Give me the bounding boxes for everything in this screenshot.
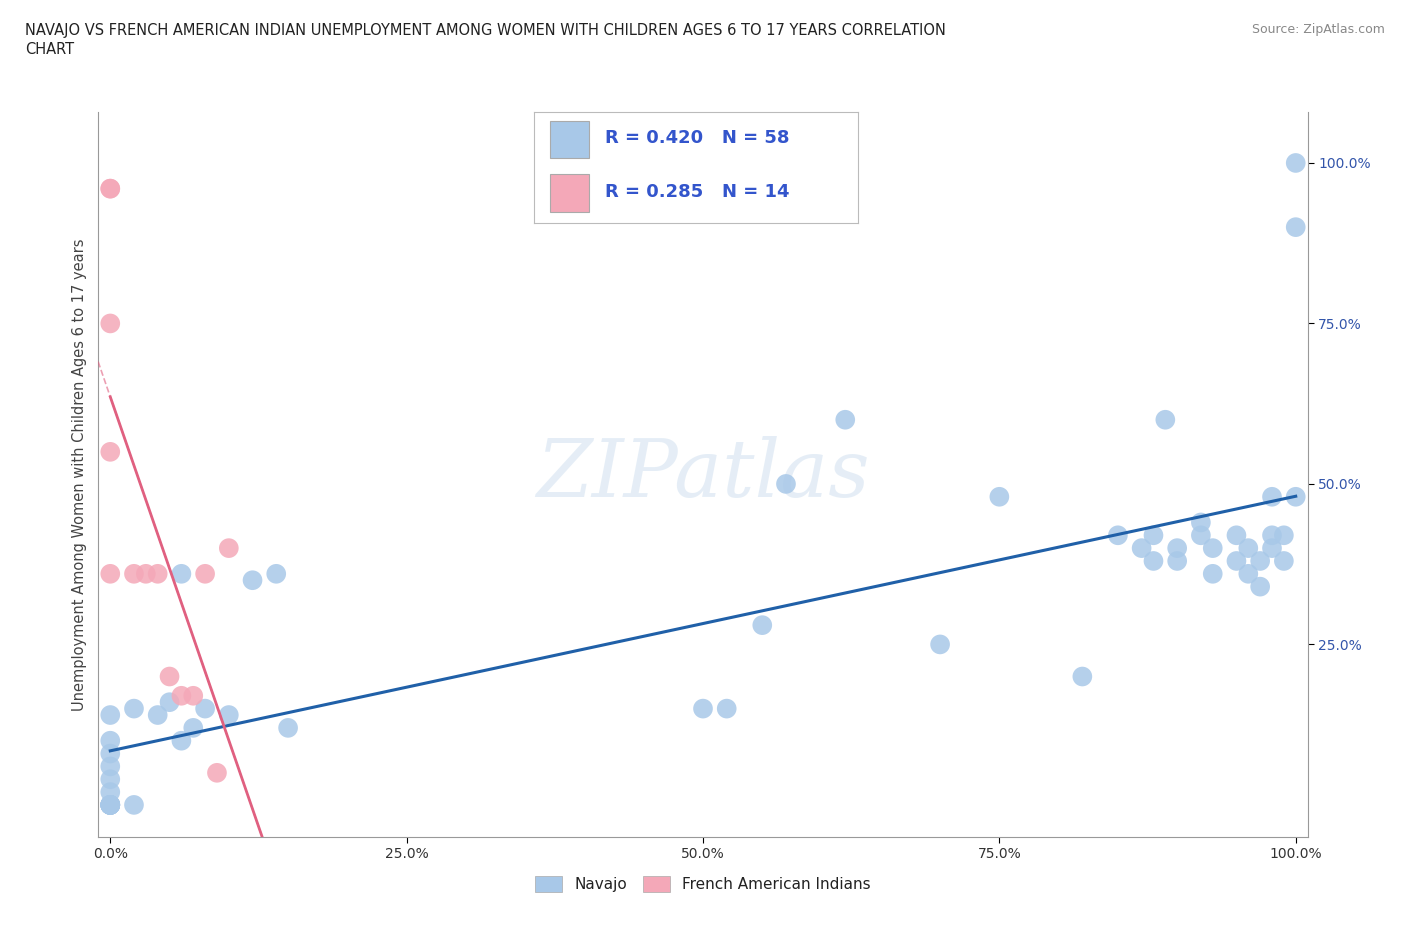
Point (1249, 579, 1271, 594)
Point (264, 566, 287, 581)
Y-axis label: Unemployment Among Women with Children Ages 6 to 17 years: Unemployment Among Women with Children A… (72, 238, 87, 711)
Text: R = 0.420   N = 58: R = 0.420 N = 58 (606, 129, 790, 147)
Point (194, 701, 217, 716)
Point (1261, 528, 1284, 543)
Bar (550, 174, 589, 212)
Point (1166, 540, 1188, 555)
Point (1130, 540, 1153, 555)
Point (1071, 669, 1094, 684)
Point (98, 566, 121, 581)
Point (1142, 528, 1164, 543)
Point (98, 797, 121, 812)
Text: Source: ZipAtlas.com: Source: ZipAtlas.com (1251, 23, 1385, 36)
Point (170, 733, 193, 748)
Point (98, 797, 121, 812)
Point (218, 708, 240, 723)
Point (277, 721, 299, 736)
Point (98, 797, 121, 812)
Point (218, 540, 240, 555)
Point (1249, 553, 1271, 568)
Point (1285, 489, 1308, 504)
Point (1272, 528, 1295, 543)
Point (1202, 540, 1225, 555)
Point (98, 181, 121, 196)
Point (98, 759, 121, 774)
Point (1225, 553, 1247, 568)
Text: NAVAJO VS FRENCH AMERICAN INDIAN UNEMPLOYMENT AMONG WOMEN WITH CHILDREN AGES 6 T: NAVAJO VS FRENCH AMERICAN INDIAN UNEMPLO… (25, 23, 946, 38)
Point (146, 708, 169, 723)
Point (834, 412, 856, 427)
Point (751, 618, 773, 632)
Point (98, 797, 121, 812)
Point (159, 695, 181, 710)
Point (988, 489, 1011, 504)
Point (98, 445, 121, 459)
Point (146, 566, 169, 581)
Point (1202, 566, 1225, 581)
Point (1166, 553, 1188, 568)
Point (716, 701, 738, 716)
Point (1285, 219, 1308, 234)
Text: CHART: CHART (25, 42, 75, 57)
Point (122, 701, 145, 716)
Point (98, 746, 121, 761)
Point (98, 797, 121, 812)
Point (242, 573, 264, 588)
Point (775, 476, 797, 491)
Point (98, 733, 121, 748)
Point (170, 688, 193, 703)
Bar (550, 121, 589, 158)
Point (1189, 515, 1212, 530)
Point (1261, 540, 1284, 555)
Point (98, 316, 121, 331)
Point (1142, 553, 1164, 568)
Point (135, 566, 157, 581)
Point (1189, 528, 1212, 543)
Point (98, 708, 121, 723)
Legend: Navajo, French American Indians: Navajo, French American Indians (529, 870, 877, 898)
Point (1285, 155, 1308, 170)
Point (98, 797, 121, 812)
Point (205, 765, 228, 780)
Point (1237, 540, 1260, 555)
Point (1261, 489, 1284, 504)
Point (181, 688, 204, 703)
Text: R = 0.285   N = 14: R = 0.285 N = 14 (606, 183, 790, 201)
Text: ZIPatlas: ZIPatlas (536, 435, 870, 513)
Point (98, 785, 121, 800)
Point (692, 701, 714, 716)
Point (1107, 528, 1129, 543)
Point (1225, 528, 1247, 543)
Point (1154, 412, 1177, 427)
Point (98, 772, 121, 787)
Point (1237, 566, 1260, 581)
Point (159, 669, 181, 684)
Point (122, 797, 145, 812)
Point (170, 566, 193, 581)
Point (929, 637, 952, 652)
Point (194, 566, 217, 581)
Point (181, 721, 204, 736)
Point (1272, 553, 1295, 568)
Point (122, 566, 145, 581)
Point (98, 181, 121, 196)
Point (98, 797, 121, 812)
